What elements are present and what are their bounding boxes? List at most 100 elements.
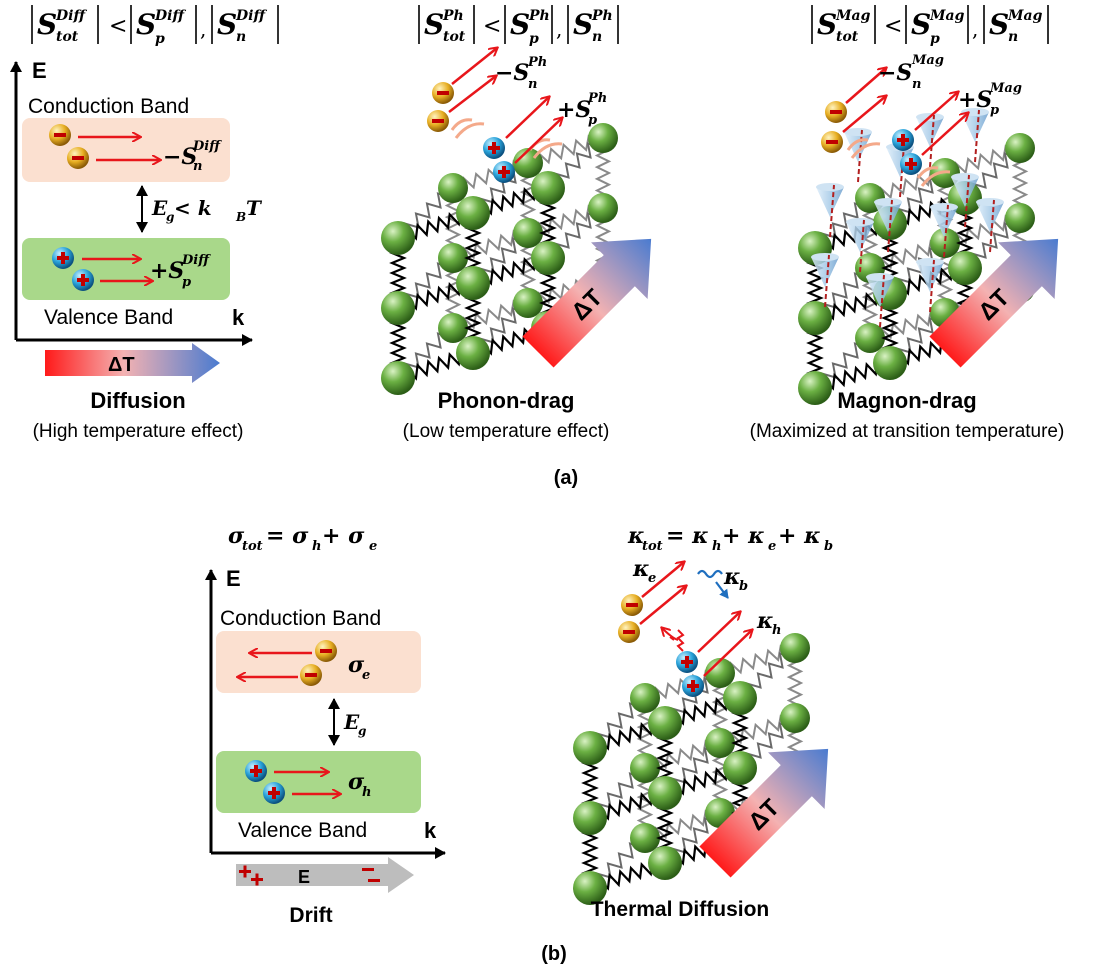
spin-cone-top <box>916 258 944 266</box>
svg-text:Diff: Diff <box>235 8 267 24</box>
atom-icon <box>723 681 757 715</box>
svg-text:p: p <box>588 113 597 128</box>
svg-text:b: b <box>739 579 748 594</box>
svg-text:σ: σ <box>348 652 365 678</box>
spin-cone-icon <box>816 187 844 217</box>
atom-icon <box>573 801 607 835</box>
atom-icon <box>855 323 885 353</box>
svg-text:< k: < k <box>174 196 212 220</box>
atom-icon <box>780 703 810 733</box>
svg-text:g: g <box>358 724 366 738</box>
electron-icon <box>825 101 847 123</box>
spin-cone-icon <box>866 277 894 307</box>
atom-icon <box>588 193 618 223</box>
spin-vector-icon <box>943 204 949 258</box>
svg-text:p: p <box>155 31 165 47</box>
svg-text:h: h <box>712 539 721 554</box>
svg-text:Mag: Mag <box>911 53 944 68</box>
atom-icon <box>513 218 543 248</box>
svg-text:p: p <box>529 31 539 47</box>
svg-text:E: E <box>343 710 360 734</box>
spin-cone-icon <box>976 202 1004 232</box>
spin-vector-icon <box>879 274 885 328</box>
magnon-panel: S tot Mag < S p Mag , S n Mag −S n Mag <box>750 5 1064 442</box>
svg-text:h: h <box>362 785 371 800</box>
magnon-dt-arrow: ΔT <box>929 238 1059 368</box>
diffusion-gap-label: E g < k B T <box>151 196 263 224</box>
svg-text:κ: κ <box>632 556 650 582</box>
hole-icon <box>52 247 74 269</box>
atom-icon <box>531 241 565 275</box>
drift-equation: σ tot = σ h + σ e <box>228 523 377 554</box>
svg-text:,: , <box>972 17 978 41</box>
svg-text:Ph: Ph <box>442 8 464 24</box>
svg-text:σ: σ <box>228 523 245 549</box>
kappa-h-label: κ h <box>756 608 781 638</box>
svg-text:h: h <box>772 623 781 638</box>
magnon-equation: S tot Mag < S p Mag , S n Mag <box>811 5 1049 47</box>
plus-charge-icon <box>239 865 263 886</box>
svg-text:Diff: Diff <box>192 139 222 154</box>
phonon-dt-arrow: ΔT <box>522 238 652 368</box>
phonon-equation: S tot Ph < S p Ph , S n Ph <box>418 5 619 47</box>
svg-text:n: n <box>528 77 537 92</box>
drift-axis-e: E <box>226 566 241 591</box>
hole-icon <box>682 675 704 697</box>
svg-text:Mag: Mag <box>989 81 1022 96</box>
drift-title: Drift <box>289 904 332 927</box>
atom-icon <box>648 846 682 880</box>
svg-text:p: p <box>930 31 940 47</box>
spin-cone-top <box>866 273 894 281</box>
svg-text:S: S <box>510 8 530 41</box>
svg-text:+S: +S <box>557 97 591 123</box>
thermal-lattice <box>573 633 810 905</box>
svg-text:S: S <box>136 8 156 41</box>
svg-text:B: B <box>235 210 246 224</box>
minus-charge-icon <box>362 868 380 882</box>
drift-sigma-h: σ h <box>348 769 371 800</box>
magnon-title: Magnon-drag <box>837 388 976 413</box>
hole-icon <box>892 129 914 151</box>
magnon-sn-label: −S n Mag <box>878 53 944 92</box>
atom-icon <box>438 313 468 343</box>
atom-icon <box>630 753 660 783</box>
svg-text:<: < <box>483 14 501 39</box>
svg-text:Diff: Diff <box>55 8 87 24</box>
svg-text:S: S <box>573 8 593 41</box>
svg-text:e: e <box>369 539 377 554</box>
spin-vector-icon <box>929 114 935 168</box>
svg-text:+ σ: + σ <box>322 523 365 549</box>
svg-text:n: n <box>912 77 921 92</box>
hole-icon <box>263 782 285 804</box>
spin-cone-top <box>976 198 1004 206</box>
phonon-sp-label: +S p Ph <box>557 91 607 128</box>
spin-cone-top <box>930 203 958 211</box>
svg-text:<: < <box>109 14 127 39</box>
spin-vector-icon <box>824 254 830 308</box>
drift-field-label: E <box>298 867 310 887</box>
drift-field-arrow <box>236 857 414 893</box>
atom-icon <box>456 266 490 300</box>
svg-text:E: E <box>151 196 168 220</box>
kappa-b-label: κ b <box>723 564 748 594</box>
panel-a-label: (a) <box>554 467 578 489</box>
svg-text:h: h <box>312 539 321 554</box>
spin-cone-icon <box>844 132 872 162</box>
drift-valence-band <box>216 751 421 813</box>
atom-icon <box>630 823 660 853</box>
diffusion-axis-e: E <box>32 58 47 83</box>
electron-icon <box>300 664 322 686</box>
atom-icon <box>438 173 468 203</box>
svg-text:tot: tot <box>56 29 79 45</box>
svg-text:tot: tot <box>642 539 663 554</box>
diffusion-conduction-label: Conduction Band <box>28 95 189 118</box>
svg-text:tot: tot <box>443 29 466 45</box>
atom-icon <box>780 633 810 663</box>
spin-vector-icon <box>829 184 835 238</box>
phonon-subtitle: (Low temperature effect) <box>403 421 610 442</box>
thermal-dt-arrow: ΔT <box>699 748 829 878</box>
electron-icon <box>49 124 71 146</box>
svg-text:σ: σ <box>348 769 365 795</box>
hole-icon <box>493 161 515 183</box>
svg-text:p: p <box>182 275 191 290</box>
